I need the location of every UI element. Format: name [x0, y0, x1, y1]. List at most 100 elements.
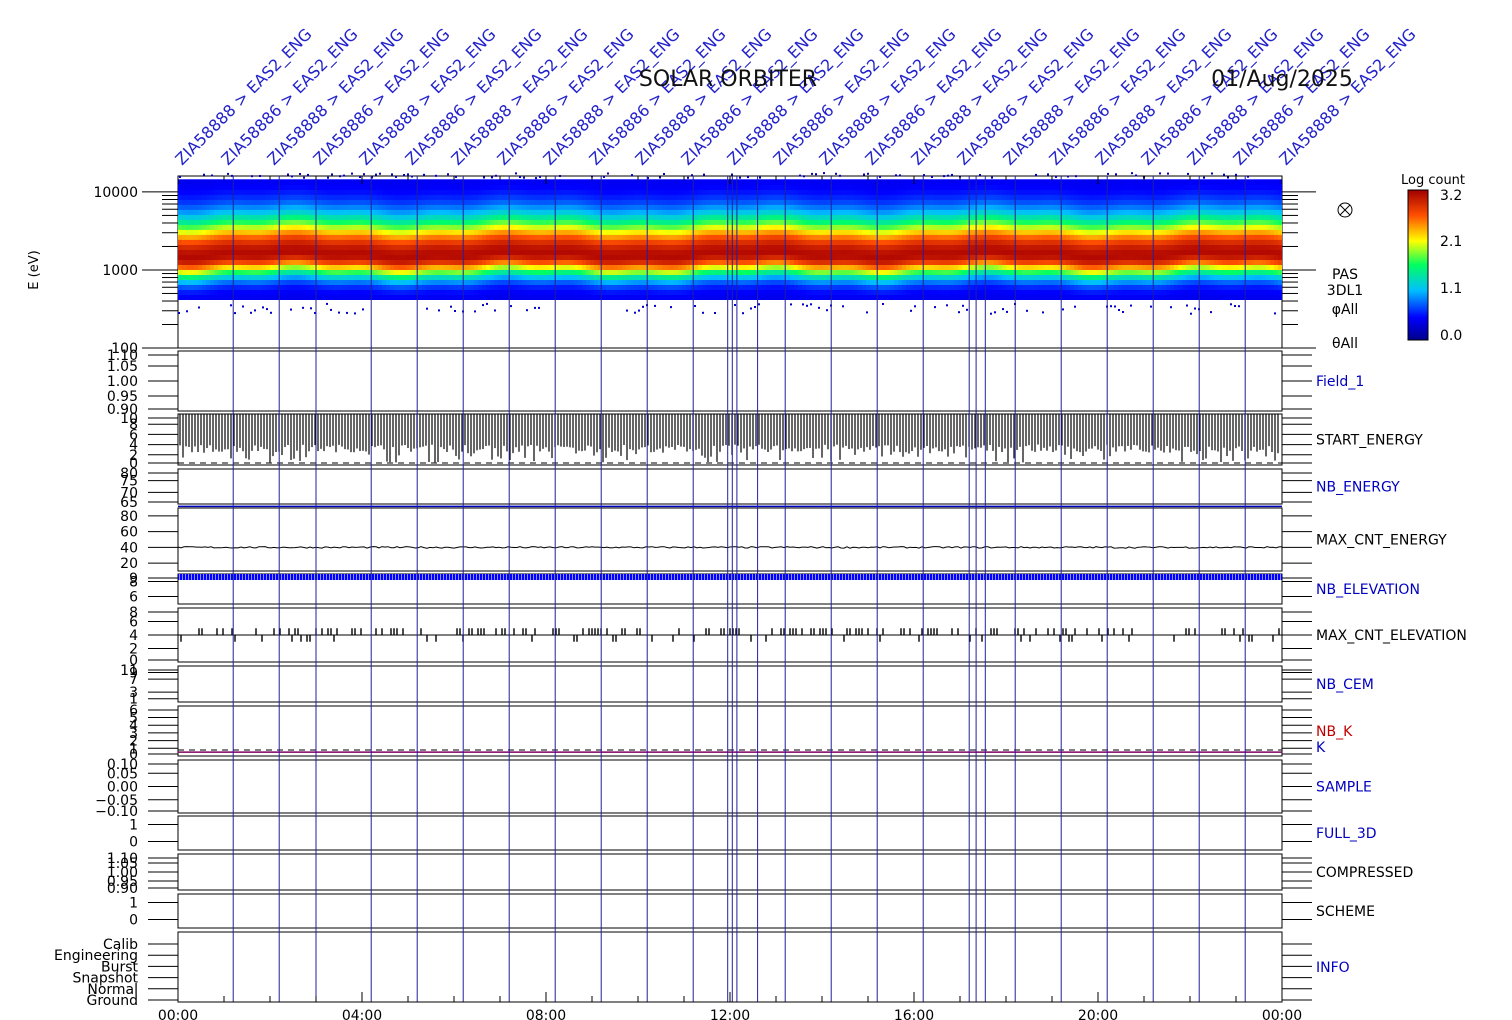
- panel-label: NB_CEM: [1316, 677, 1374, 693]
- panel-y-tick-label: Snapshot: [73, 971, 139, 987]
- panel-frame: [177, 350, 1283, 412]
- panel-frame: [177, 413, 1283, 466]
- panel-y-tick-label: 2: [129, 642, 138, 658]
- colorbar-tick-3: 1.1: [1440, 281, 1462, 297]
- panel-y-tick-label: 1: [129, 741, 138, 757]
- k-label: K: [1316, 740, 1326, 756]
- panel-frame: [177, 705, 1283, 757]
- panel-y-tick-label: Engineering: [54, 948, 138, 964]
- panel-label: NB_ENERGY: [1316, 480, 1400, 496]
- panel-y-tick-label: 80: [120, 509, 138, 525]
- panel-y-tick-label: 1.05: [107, 359, 138, 375]
- panel-y-tick-label: 0.05: [107, 766, 138, 782]
- panel-y-tick-label: −0.05: [95, 793, 138, 809]
- panel-label: NB_ELEVATION: [1316, 582, 1420, 598]
- spec-label-product: 3DL1: [1327, 283, 1363, 299]
- panel-label: COMPRESSED: [1316, 865, 1413, 881]
- panel-y-tick-label: 5: [129, 711, 138, 727]
- panel-y-tick-label: 0: [129, 835, 138, 851]
- colorbar-tick-max: 3.2: [1440, 188, 1462, 204]
- panel-y-tick-label: 0: [129, 456, 138, 472]
- panel-y-tick-label: 8: [129, 605, 138, 621]
- panel-label: SAMPLE: [1316, 780, 1372, 796]
- panel-y-tick-label: 75: [120, 474, 138, 490]
- panel-y-tick-label: 8: [129, 575, 138, 591]
- panel-y-tick-label: 60: [120, 525, 138, 541]
- panel-frame: [177, 759, 1283, 814]
- plot-date: 01/Aug/2025: [1211, 67, 1353, 92]
- panel-y-tick-label: 70: [120, 485, 138, 501]
- spectrogram-y-tick-label: 100: [111, 341, 138, 357]
- panel-y-tick-label: 6: [129, 703, 138, 719]
- panel-y-tick-label: 20: [120, 556, 138, 572]
- panel-label: NB_K: [1316, 724, 1353, 740]
- panel-frame: [177, 893, 1283, 929]
- x-tick-label: 00:00: [1262, 1008, 1302, 1020]
- panel-y-tick-label: 6: [129, 590, 138, 606]
- panel-y-tick-label: 80: [120, 466, 138, 482]
- panel-y-tick-label: 65: [120, 495, 138, 511]
- panel-compressed: 1.101.051.000.950.90 COMPRESSED: [107, 851, 1413, 897]
- panel-y-tick-label: 1.00: [107, 374, 138, 390]
- panel-nb-elevation: 986 NB_ELEVATION: [129, 571, 1420, 606]
- panel-y-tick-label: 1: [129, 818, 138, 834]
- spectrogram-y-tick-label: 1000: [102, 263, 138, 279]
- panel-sample: 0.100.050.00−0.05−0.10 SAMPLE: [95, 757, 1372, 820]
- panel-y-tick-label: 9: [129, 666, 138, 682]
- panel-frame: [177, 507, 1283, 572]
- event-markers: [232, 176, 1246, 1002]
- panel-y-tick-label: 0: [129, 653, 138, 669]
- colorbar-label: Log count: [1401, 173, 1465, 188]
- panel-label: INFO: [1316, 960, 1350, 976]
- max-cnt-energy-line: [177, 546, 1283, 549]
- panel-y-tick-label: Calib: [103, 937, 138, 953]
- panel-y-tick-label: 1: [129, 896, 138, 912]
- panel-frame: [177, 931, 1283, 1003]
- panel-label: FULL_3D: [1316, 826, 1377, 842]
- colorbar-tick-2: 2.1: [1440, 234, 1462, 250]
- panel-y-tick-label: 1.00: [107, 865, 138, 881]
- panel-label: MAX_CNT_ELEVATION: [1316, 628, 1467, 644]
- panel-y-tick-label: 0.00: [107, 780, 138, 796]
- panel-y-tick-label: −0.10: [95, 804, 138, 820]
- panel-y-tick-label: 0: [129, 913, 138, 929]
- x-tick-label: 12:00: [710, 1008, 750, 1020]
- panel-label: Field_1: [1316, 374, 1364, 390]
- spectrogram-y-label: E (eV): [27, 250, 42, 289]
- spec-label-instrument: PAS: [1332, 267, 1358, 283]
- panel-label: MAX_CNT_ENERGY: [1316, 533, 1447, 549]
- panel-y-tick-label: 0.90: [107, 402, 138, 418]
- panel-y-tick-label: 3: [129, 726, 138, 742]
- colorbar-tick-min: 0.0: [1440, 328, 1462, 344]
- plot-title: SOLAR ORBITER: [639, 67, 817, 92]
- panel-y-tick-label: 1.10: [107, 851, 138, 867]
- panel-y-tick-label: 6: [129, 615, 138, 631]
- panel-y-tick-label: 40: [120, 540, 138, 556]
- x-tick-label: 04:00: [342, 1008, 382, 1020]
- panel-y-tick-label: 3: [129, 685, 138, 701]
- panel-y-tick-label: 7: [129, 672, 138, 688]
- panel-y-tick-label: 0.90: [107, 881, 138, 897]
- panel-y-tick-label: 2: [129, 734, 138, 750]
- panel-y-tick-label: 4: [129, 718, 138, 734]
- spec-label-theta: θAll: [1332, 336, 1358, 352]
- panel-y-tick-label: Burst: [101, 959, 139, 975]
- panel-frame: [177, 468, 1283, 505]
- panel-y-tick-label: 10: [120, 411, 138, 427]
- panel-y-tick-label: Ground: [87, 993, 139, 1009]
- x-tick-label: 08:00: [526, 1008, 566, 1020]
- panel-frame: [177, 665, 1283, 703]
- panel-y-tick-label: 1.05: [107, 856, 138, 872]
- panel-scheme: 10 SCHEME: [129, 893, 1375, 929]
- panel-full-3d: 10 FULL_3D: [129, 815, 1377, 851]
- spectrogram: 10000 1000 100: [93, 172, 1316, 357]
- panel-y-tick-label: 1.10: [107, 348, 138, 364]
- panel-y-tick-label: 6: [129, 427, 138, 443]
